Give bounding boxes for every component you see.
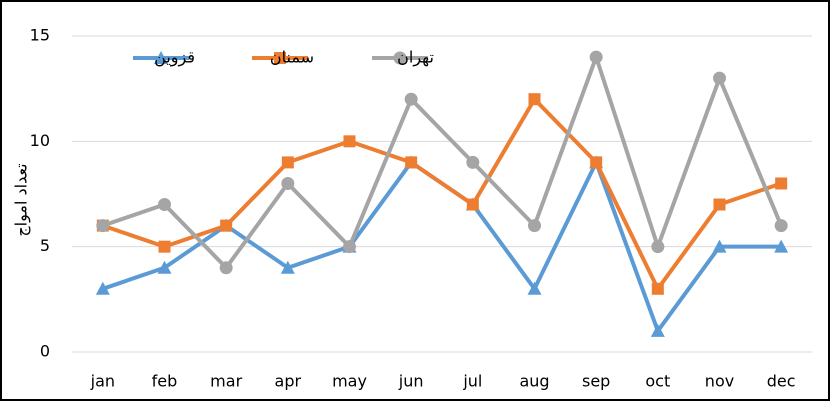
marker <box>281 176 295 190</box>
legend-label: سمنان <box>270 48 314 67</box>
x-tick-label: jan <box>90 372 115 391</box>
x-tick-label: jun <box>398 372 424 391</box>
marker <box>404 92 418 106</box>
legend-label: قزوین <box>154 48 195 68</box>
x-tick-label: feb <box>152 372 178 391</box>
marker <box>343 135 356 148</box>
y-axis-label: تعداد امواج <box>12 163 32 236</box>
marker <box>527 281 542 295</box>
marker <box>528 93 541 106</box>
x-tick-label: apr <box>275 372 302 391</box>
x-tick-label: oct <box>645 372 670 391</box>
marker <box>466 155 480 169</box>
marker <box>158 240 171 253</box>
marker <box>274 52 286 64</box>
marker <box>589 50 603 64</box>
series-line <box>102 55 784 270</box>
marker <box>219 261 233 275</box>
marker <box>281 156 294 169</box>
marker <box>96 219 110 233</box>
marker <box>95 281 110 295</box>
marker <box>157 260 172 274</box>
marker <box>713 198 726 211</box>
y-tick-label: 0 <box>40 342 50 361</box>
x-tick-label: sep <box>582 372 610 391</box>
marker <box>220 219 233 232</box>
series-line <box>102 97 782 291</box>
x-tick-label: mar <box>210 372 242 391</box>
marker <box>280 260 295 274</box>
marker <box>651 240 665 254</box>
marker <box>651 282 664 295</box>
marker <box>343 240 356 254</box>
y-tick-label: 5 <box>40 236 50 255</box>
marker <box>590 156 603 169</box>
marker <box>713 71 726 85</box>
marker <box>158 198 171 212</box>
marker <box>393 51 407 65</box>
marker <box>650 323 665 337</box>
marker <box>154 51 168 64</box>
legend-label: تهران <box>397 48 434 68</box>
x-tick-label: nov <box>705 372 734 391</box>
x-tick-label: jul <box>462 372 482 391</box>
marker <box>528 219 541 233</box>
x-tick-label: aug <box>519 372 549 391</box>
marker <box>712 239 727 253</box>
marker <box>405 156 418 169</box>
marker <box>775 177 788 190</box>
y-tick-label: 15 <box>30 26 50 45</box>
y-tick-label: 10 <box>30 131 50 150</box>
x-tick-label: may <box>332 372 367 391</box>
marker <box>774 219 788 233</box>
marker <box>466 198 479 211</box>
x-tick-label: dec <box>767 372 796 391</box>
marker <box>774 239 789 253</box>
